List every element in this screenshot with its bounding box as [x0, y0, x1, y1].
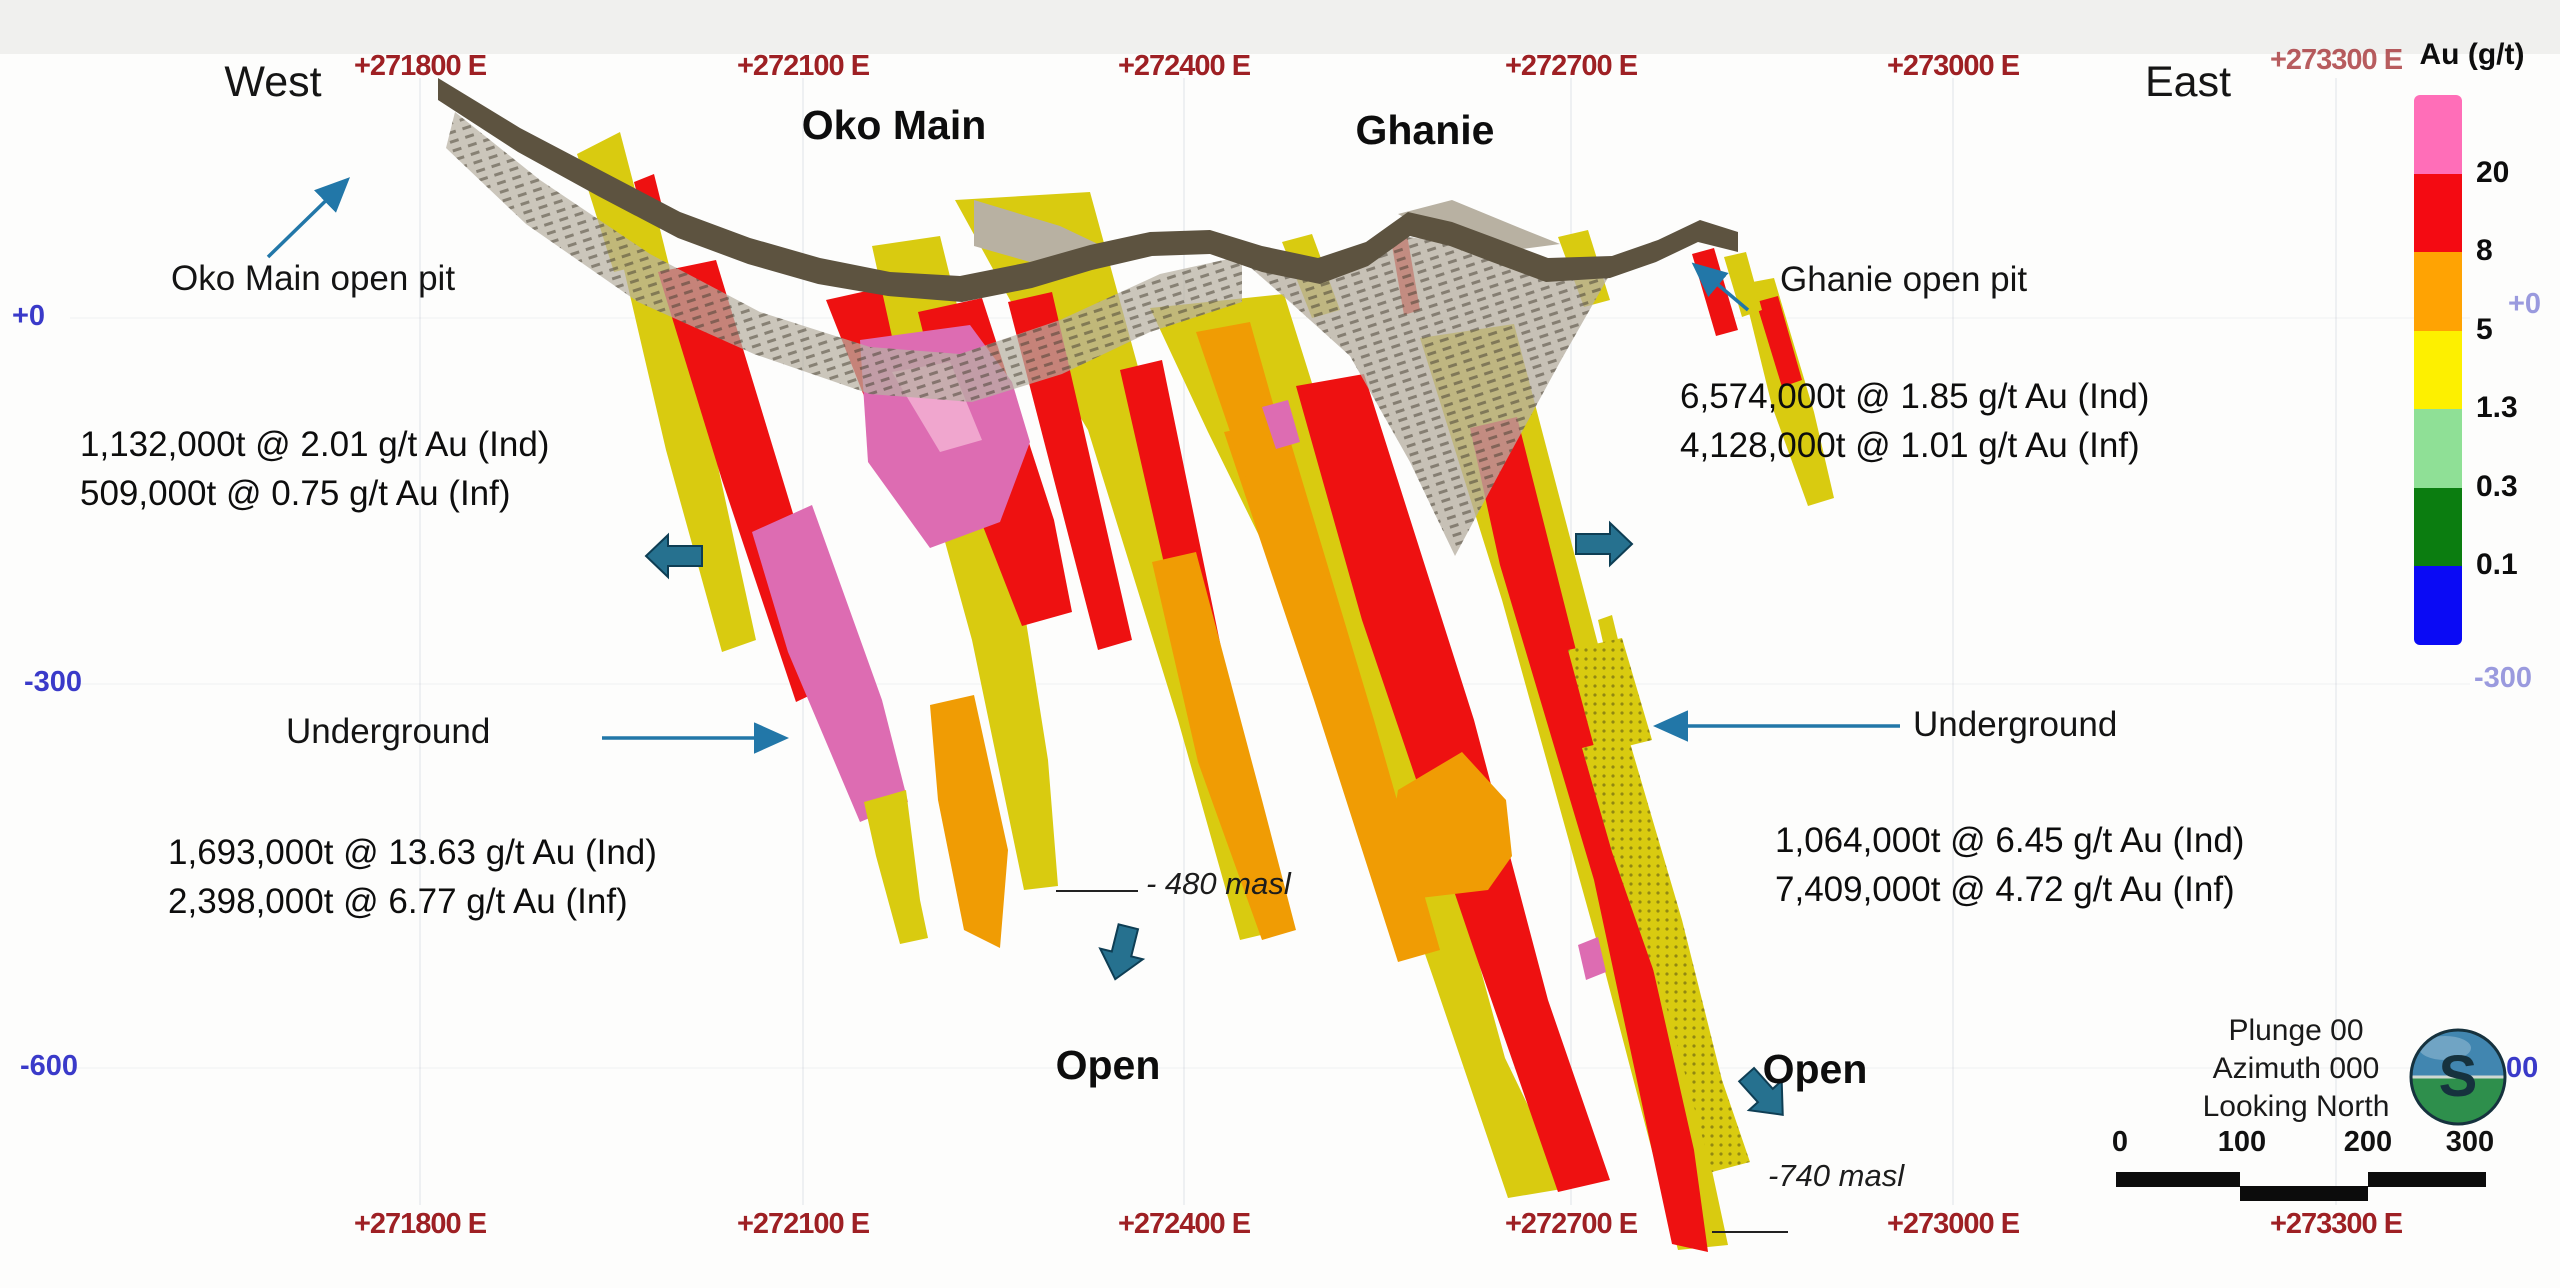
- top-grey-band: [0, 0, 2560, 54]
- scale-tick-300: 300: [2445, 1126, 2495, 1158]
- oko-pit-stats: 1,132,000t @ 2.01 g/t Au (Ind) 509,000t …: [80, 420, 549, 518]
- underground-right-label: Underground: [1913, 705, 2118, 744]
- elevation-left-600: -600: [20, 1050, 79, 1082]
- easting-top-272100: +272100 E: [736, 50, 870, 82]
- legend-label-0-1: 0.1: [2476, 548, 2518, 581]
- west-label: West: [224, 58, 322, 106]
- easting-top-273300: +273300 E: [2269, 44, 2403, 76]
- easting-bottom-272400: +272400 E: [1117, 1208, 1251, 1240]
- legend-label-5: 5: [2476, 313, 2493, 346]
- plunge-text: Plunge 00: [2228, 1014, 2364, 1047]
- terrain-surface: [438, 78, 1738, 302]
- orientation-globe-icon: S: [2409, 1028, 2507, 1126]
- scale-tick-200: 200: [2343, 1126, 2393, 1158]
- legend-label-1-3: 1.3: [2476, 391, 2518, 424]
- ghanie-ug-inferred: 7,409,000t @ 4.72 g/t Au (Inf): [1775, 870, 2235, 909]
- oko-underground-stats: 1,693,000t @ 13.63 g/t Au (Ind) 2,398,00…: [168, 828, 657, 926]
- oko-pit-arrow: [266, 177, 351, 259]
- depth-740-masl: -740 masl: [1768, 1158, 1905, 1193]
- annotation-arrows: [266, 177, 1900, 754]
- legend-swatch-red: [2414, 173, 2462, 253]
- oko-main-ore-lenses: [577, 132, 1296, 948]
- oko-pit-indicated: 1,132,000t @ 2.01 g/t Au (Ind): [80, 425, 550, 464]
- legend-swatch-orange: [2414, 252, 2462, 331]
- arrow-down-block: [1098, 923, 1146, 981]
- elevation-left-0: +0: [12, 300, 46, 332]
- scale-tick-100: 100: [2217, 1126, 2267, 1158]
- legend-swatch-yellow: [2414, 330, 2462, 410]
- legend-label-20: 20: [2476, 156, 2510, 189]
- legend-label-8: 8: [2476, 234, 2493, 267]
- arrow-east-block: [1575, 520, 1634, 568]
- legend-swatch-green: [2414, 487, 2462, 567]
- au-grade-legend: [2414, 95, 2462, 645]
- elevation-right-300: -300: [2474, 662, 2533, 694]
- ghanie-pit-indicated: 6,574,000t @ 1.85 g/t Au (Ind): [1680, 377, 2150, 416]
- oko-pit-label: Oko Main open pit: [171, 259, 456, 298]
- elevation-left-300: -300: [24, 666, 83, 698]
- azimuth-text: Azimuth 000: [2212, 1052, 2380, 1085]
- open-right-label: Open: [1762, 1046, 1868, 1092]
- grid-lines: [70, 78, 2470, 1205]
- easting-top-273000: +273000 E: [1886, 50, 2020, 82]
- legend-title: Au (g/t): [2419, 38, 2525, 71]
- scale-bar: [2116, 1172, 2486, 1201]
- extension-block-arrows: [644, 520, 1784, 1116]
- easting-bottom-273000: +273000 E: [1886, 1208, 2020, 1240]
- legend-swatch-lightgreen: [2414, 409, 2462, 488]
- ghanie-pit-arrow: [1691, 262, 1750, 312]
- arrow-west-block: [644, 532, 703, 580]
- ghanie-ug-indicated: 1,064,000t @ 6.45 g/t Au (Ind): [1775, 821, 2245, 860]
- easting-bottom-271800: +271800 E: [353, 1208, 487, 1240]
- oko-ug-indicated: 1,693,000t @ 13.63 g/t Au (Ind): [168, 833, 657, 872]
- east-label: East: [2144, 58, 2232, 106]
- depth-480-masl: - 480 masl: [1146, 866, 1291, 901]
- oko-pit-inferred: 509,000t @ 0.75 g/t Au (Inf): [80, 474, 511, 513]
- ghanie-pit-inferred: 4,128,000t @ 1.01 g/t Au (Inf): [1680, 426, 2140, 465]
- oko-ug-inferred: 2,398,000t @ 6.77 g/t Au (Inf): [168, 882, 628, 921]
- globe-letter: S: [2439, 1044, 2478, 1109]
- legend-swatch-blue: [2414, 566, 2462, 645]
- legend-swatch-pink: [2414, 95, 2462, 174]
- oko-main-title: Oko Main: [801, 102, 987, 148]
- easting-top-272400: +272400 E: [1117, 50, 1251, 82]
- elevation-right-600-clipped: 00: [2506, 1052, 2539, 1084]
- ghanie-underground-stats: 1,064,000t @ 6.45 g/t Au (Ind) 7,409,000…: [1775, 816, 2244, 914]
- ghanie-ore-lenses: [1150, 229, 1834, 1252]
- oko-open-pit-shell: [446, 112, 1242, 402]
- view-orientation-info: Plunge 00 Azimuth 000 Looking North: [2190, 1012, 2402, 1126]
- ghanie-open-pit-shell: [1242, 237, 1618, 556]
- depth-leader-lines: [1056, 890, 1788, 1233]
- ghanie-pit-label: Ghanie open pit: [1780, 260, 2028, 299]
- easting-top-272700: +272700 E: [1504, 50, 1638, 82]
- underground-left-label: Underground: [286, 712, 491, 751]
- easting-bottom-273300: +273300 E: [2269, 1208, 2403, 1240]
- easting-top-271800: +271800 E: [353, 50, 487, 82]
- ghanie-pit-stats: 6,574,000t @ 1.85 g/t Au (Ind) 4,128,000…: [1680, 372, 2149, 470]
- looking-text: Looking North: [2202, 1090, 2390, 1123]
- scale-tick-0: 0: [2111, 1126, 2129, 1158]
- easting-bottom-272700: +272700 E: [1504, 1208, 1638, 1240]
- legend-label-0-3: 0.3: [2476, 470, 2518, 503]
- easting-bottom-272100: +272100 E: [736, 1208, 870, 1240]
- open-left-label: Open: [1055, 1042, 1161, 1088]
- elevation-right-0: +0: [2508, 288, 2542, 320]
- ghanie-title: Ghanie: [1355, 107, 1495, 153]
- arrow-down-right-block: [1737, 1066, 1784, 1116]
